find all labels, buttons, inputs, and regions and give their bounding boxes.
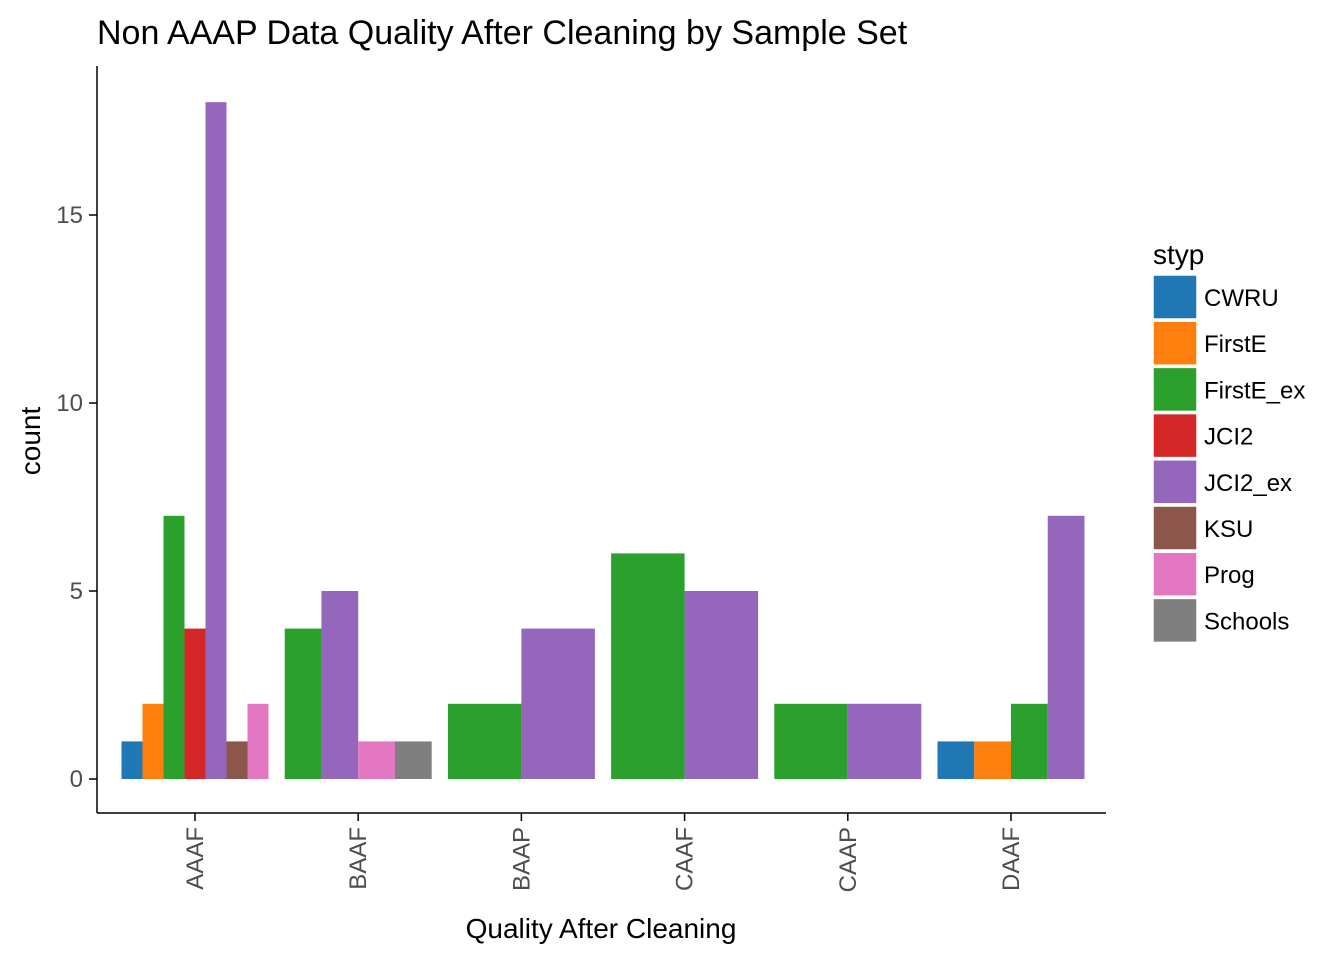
x-tick-label: CAAP [835,827,862,892]
bar-daaf-firste [974,741,1011,779]
bar-aaaf-ksu [226,741,248,779]
bar-daaf-cwru [937,741,975,779]
bar-baaf-prog [358,741,395,779]
bar-baap-firste-ex [447,703,522,779]
x-tick-label: BAAF [345,827,372,890]
bar-aaaf-firste [142,703,164,779]
axes-group: AAAF BAAF BAAP CAAF CAAP DAAF 0 5 10 15 [56,66,1106,892]
legend-key-schools [1152,597,1198,644]
y-tick-label: 0 [70,766,83,793]
bar-baap-jci2-ex [521,628,595,779]
legend-label: JCI2_ex [1204,470,1292,497]
legend-label: Prog [1204,562,1255,589]
bar-aaaf-jci2-ex [205,102,227,779]
x-tick-label: AAAF [182,827,209,890]
y-axis-title: count [15,407,46,476]
bars-group [121,102,1085,779]
bar-caaf-jci2-ex [684,591,759,779]
legend-label: JCI2 [1204,424,1253,451]
legend: styp CWRU FirstE FirstE_ex JCI2 JCI2_ex KSU Pr… [1152,239,1305,644]
bar-aaaf-prog [247,703,269,779]
bar-baaf-firste-ex [284,628,322,779]
x-tick-label: BAAP [508,827,535,891]
legend-key-firste [1152,320,1198,366]
legend-label: FirstE [1204,331,1267,358]
legend-key-jci2 [1152,412,1198,459]
legend-key-cwru [1152,274,1198,320]
x-axis-title: Quality After Cleaning [466,913,737,944]
bar-baaf-schools [394,741,432,779]
bar-aaaf-cwru [121,741,143,779]
legend-label: Schools [1204,608,1289,635]
legend-key-prog [1152,551,1198,597]
legend-key-firste-ex [1152,366,1198,413]
bar-daaf-firste-ex [1011,703,1048,779]
legend-title: styp [1153,239,1204,270]
legend-key-jci2-ex [1152,459,1198,505]
legend-label: FirstE_ex [1204,377,1305,404]
chart-title: Non AAAP Data Quality After Cleaning by … [97,14,908,52]
legend-label: CWRU [1204,285,1279,312]
bar-aaaf-firste-ex [163,515,185,779]
bar-baaf-jci2-ex [321,591,359,779]
bar-caap-firste-ex [774,703,848,779]
bar-daaf-jci2-ex [1047,515,1085,779]
legend-label: KSU [1204,516,1253,543]
legend-key-ksu [1152,505,1198,551]
bar-caap-jci2-ex [847,703,922,779]
y-tick-label: 10 [56,390,83,417]
y-tick-label: 15 [56,202,83,229]
bar-caaf-firste-ex [611,553,685,779]
x-tick-label: DAAF [998,827,1025,891]
x-tick-label: CAAF [672,827,699,891]
bar-aaaf-jci2 [184,628,206,779]
y-tick-label: 5 [70,578,83,605]
